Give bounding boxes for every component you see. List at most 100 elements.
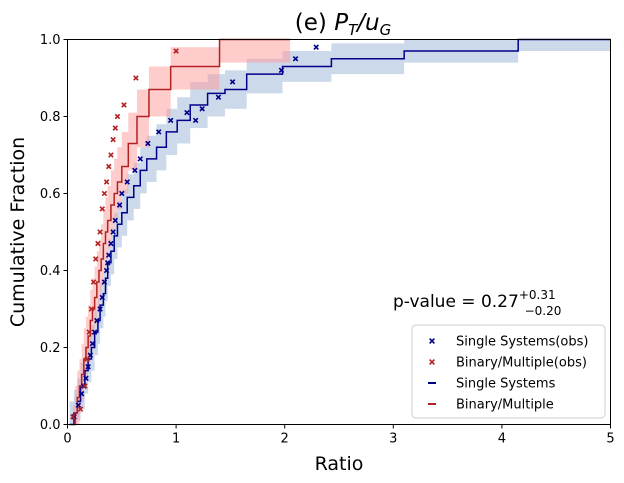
binary-multiple-band-12 <box>98 239 102 298</box>
single-systems-obs-point-30 <box>215 94 222 101</box>
binary-multiple-obs-point-19 <box>133 75 139 81</box>
binary-multiple-band-7 <box>88 305 91 363</box>
x-tick-label-1: 1 <box>172 432 180 447</box>
single-systems-obs-point-8 <box>91 329 98 335</box>
legend-marker-1 <box>429 359 435 365</box>
x-tick-label-4: 4 <box>498 432 506 447</box>
binary-multiple-obs-point-13 <box>106 163 112 170</box>
single-systems-obs-point-17 <box>110 229 116 235</box>
single-systems-obs-point-11 <box>99 294 106 301</box>
x-tick-label-5: 5 <box>606 432 614 447</box>
single-systems-obs-point-33 <box>292 55 299 62</box>
binary-multiple-obs-point-0 <box>70 414 76 420</box>
single-systems-band-31 <box>518 39 611 52</box>
binary-multiple-obs-point-12 <box>103 179 110 185</box>
single-systems-obs-point-9 <box>94 317 100 324</box>
y-tick-label-2: 0.4 <box>40 264 61 279</box>
observed-points <box>70 44 319 420</box>
single-systems-obs-point-34 <box>313 44 319 50</box>
y-axis-label: Cumulative Fraction <box>7 137 29 327</box>
binary-multiple-band-6 <box>85 316 89 375</box>
legend-label-0: Single Systems(obs) <box>456 335 588 350</box>
binary-multiple-obs-point-16 <box>112 125 119 131</box>
legend-marker-0 <box>429 338 435 344</box>
binary-multiple-band-11 <box>96 251 99 309</box>
binary-multiple-band-1 <box>75 386 78 425</box>
binary-multiple-band-14 <box>103 208 106 271</box>
single-systems-obs-point-22 <box>132 167 138 174</box>
single-systems-obs-point-31 <box>229 79 236 85</box>
binary-multiple-obs-point-10 <box>99 206 106 212</box>
binary-multiple-band-13 <box>101 224 104 286</box>
single-systems-line <box>69 38 611 426</box>
axes-frame <box>67 39 611 425</box>
binary-multiple-band-24 <box>170 47 220 90</box>
single-systems-obs-point-12 <box>101 279 108 285</box>
single-systems-obs-point-20 <box>119 190 125 197</box>
y-tick-label-0: 0.0 <box>40 418 61 433</box>
single-systems-obs-point-4 <box>83 375 89 382</box>
legend-label-1: Binary/Multiple(obs) <box>456 356 587 371</box>
legend-label-3: Binary/Multiple <box>456 398 554 413</box>
x-tick-label-2: 2 <box>281 432 289 447</box>
x-axis-ticks: 0 1 2 3 4 5 <box>63 424 615 447</box>
single-systems-obs-point-27 <box>184 109 190 116</box>
x-tick-label-3: 3 <box>389 432 397 447</box>
binary-multiple-band-20 <box>121 131 129 194</box>
binary-multiple-obs-point-1 <box>77 406 84 412</box>
single-systems-obs-point-21 <box>124 179 130 185</box>
y-tick-label-5: 1.0 <box>40 33 61 48</box>
legend-frame <box>411 324 606 419</box>
binary-multiple-obs-point-6 <box>90 279 97 285</box>
p-value-annotation: p-value = 0.27+0.31 −0.20 <box>393 288 561 318</box>
binary-multiple-obs-point-11 <box>101 190 108 197</box>
binary-multiple-obs-point-7 <box>92 256 99 262</box>
single-systems-obs-point-14 <box>104 260 111 266</box>
x-axis-label: Ratio <box>315 453 364 475</box>
x-tick-label-0: 0 <box>63 432 71 447</box>
single-systems-obs-point-10 <box>97 306 103 312</box>
single-systems-obs-point-26 <box>167 117 174 124</box>
single-systems-obs-point-23 <box>137 156 144 162</box>
single-systems-band-27 <box>246 58 283 94</box>
single-systems-obs-point-29 <box>199 106 205 112</box>
legend-label-2: Single Systems <box>456 377 556 392</box>
binary-multiple-band-25 <box>219 39 291 63</box>
binary-multiple-obs-point-8 <box>95 240 101 247</box>
binary-multiple-obs-point-17 <box>114 113 121 120</box>
binary-multiple-obs-point-4 <box>86 329 92 335</box>
binary-multiple-band-22 <box>137 89 149 148</box>
binary-multiple-band-16 <box>107 185 111 248</box>
y-axis-ticks: 0.0 0.2 0.4 0.6 0.8 1.0 <box>40 33 68 433</box>
y-tick-label-1: 0.2 <box>40 341 61 356</box>
plot-area <box>69 38 611 426</box>
single-systems-obs-point-1 <box>75 402 82 409</box>
y-tick-label-3: 0.6 <box>40 187 61 202</box>
binary-multiple-band-17 <box>110 170 115 232</box>
binary-multiple-band-23 <box>148 66 171 117</box>
single-systems-obs-point-16 <box>108 240 114 247</box>
single-systems-obs-point-5 <box>85 363 91 370</box>
binary-multiple-obs-point-15 <box>110 136 116 143</box>
binary-multiple-band-8 <box>90 289 93 348</box>
binary-multiple-band-15 <box>105 197 108 259</box>
binary-multiple-obs-point-3 <box>84 356 90 362</box>
binary-multiple-obs-point-5 <box>88 306 95 312</box>
single-systems-obs-point-19 <box>116 202 123 208</box>
binary-multiple-line <box>72 38 291 426</box>
binary-multiple-obs-point-20 <box>173 48 179 54</box>
cdf-lines <box>69 38 611 426</box>
binary-multiple-obs-point-2 <box>82 383 88 389</box>
single-systems-obs-point-32 <box>278 67 285 74</box>
binary-multiple-band-4 <box>81 343 84 402</box>
binary-multiple-band-19 <box>117 147 122 209</box>
single-systems-obs-point-24 <box>145 140 151 147</box>
legend: Single Systems(obs) Binary/Multiple(obs) S… <box>411 324 606 419</box>
single-systems-obs-point-18 <box>112 217 119 224</box>
single-systems-obs-point-2 <box>78 390 85 397</box>
single-systems-obs-point-28 <box>192 117 199 124</box>
binary-multiple-band-10 <box>94 266 97 325</box>
binary-multiple-obs-point-9 <box>97 229 103 235</box>
y-tick-label-4: 0.8 <box>40 110 61 125</box>
